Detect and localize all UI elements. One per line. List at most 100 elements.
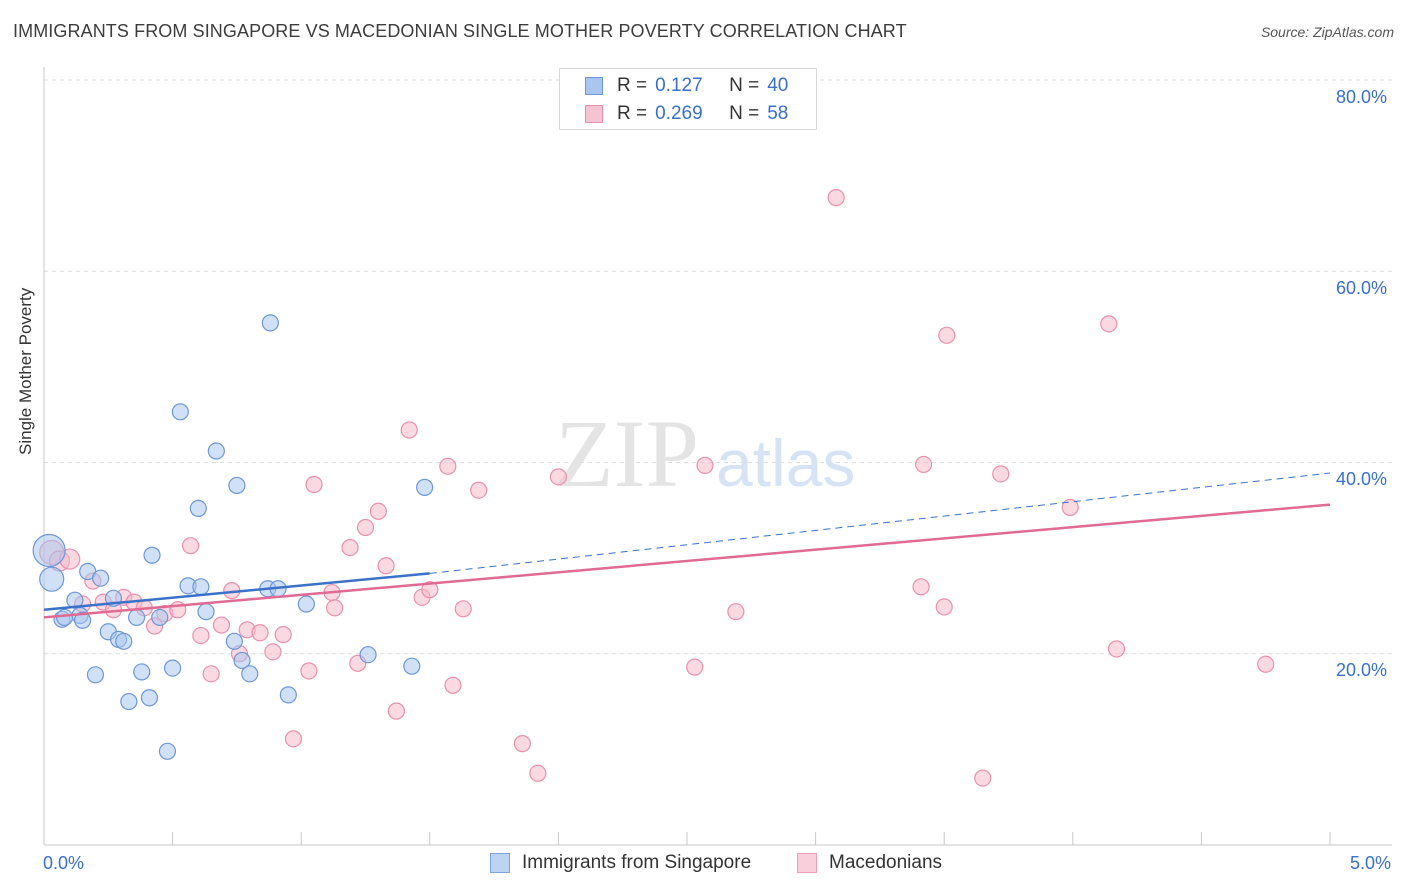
chart-title: IMMIGRANTS FROM SINGAPORE VS MACEDONIAN … [13,21,907,41]
macedonians-point [305,475,323,494]
singapore-point [228,476,246,495]
legend-r-label: R = [617,75,648,96]
macedonians-point [827,189,845,207]
macedonians-point [300,662,318,680]
legend-r-value: 0.269 [655,103,703,124]
macedonians-point [444,676,462,694]
macedonians-point [202,665,220,683]
macedonians-point [377,557,395,575]
macedonians-point [513,735,531,753]
legend-row-macedonians: R = 0.269 N = 58 [585,101,789,127]
macedonians-point [212,616,231,634]
singapore-point [359,646,377,664]
singapore-trend-extension [429,472,1331,574]
macedonians-point [696,456,714,474]
macedonians-point [369,502,387,520]
macedonians-point [387,702,405,720]
macedonians-point [182,537,200,555]
singapore-point [416,478,434,496]
legend-label-singapore: Immigrants from Singapore [522,852,752,873]
y-tick-label-80: 80.0% [1336,87,1388,107]
singapore-point [55,608,74,627]
singapore-point [39,566,65,592]
x-tick-label-min: 0.0% [43,853,85,873]
y-tick-label-20: 20.0% [1336,660,1388,680]
legend-r-label: R = [617,103,648,124]
singapore-point [32,533,66,568]
macedonians-point [251,624,269,642]
macedonians-point [421,581,439,599]
legend-item-macedonians: Macedonians [797,852,942,874]
singapore-point [233,651,251,670]
singapore-point [207,442,225,460]
watermark-atlas: atlas [716,426,855,500]
singapore-point [225,632,243,650]
singapore-point [171,403,189,421]
legend-label-macedonians: Macedonians [829,852,943,873]
trend-lines [43,472,1331,619]
macedonians-point [912,578,930,596]
macedonians-point [727,603,745,621]
singapore-point [86,666,105,684]
singapore-point [143,546,161,564]
macedonians-point [1257,655,1275,673]
singapore-point [127,608,146,627]
legend-r-value: 0.127 [655,75,703,96]
singapore-point [261,314,279,332]
legend-swatch-blue [490,853,510,873]
gridlines [44,79,1392,655]
singapore-point [197,603,215,621]
legend-swatch-pink [797,853,817,873]
singapore-point [91,569,110,587]
legend-swatch-blue [585,77,603,95]
singapore-point [189,499,207,517]
x-tick-label-max: 5.0% [1350,853,1392,873]
macedonians-point [284,730,303,748]
singapore-point [403,657,421,675]
singapore-point [140,689,159,707]
macedonians-point [915,455,933,474]
singapore-point [133,663,151,681]
singapore-points [32,314,434,760]
macedonians-point [549,468,568,486]
stats-legend: R = 0.127 N = 40 R = 0.269 N = 58 [559,68,817,130]
macedonians-point [356,518,375,537]
legend-n-value: 58 [767,103,789,124]
legend-n-label: N = [729,103,760,124]
macedonians-point [439,457,457,475]
legend-row-singapore: R = 0.127 N = 40 [585,73,789,99]
macedonians-point [341,539,359,557]
macedonians-point [1100,315,1118,333]
axes [43,67,1392,846]
macedonians-point [470,481,488,499]
singapore-point [164,659,182,677]
legend-n-label: N = [729,75,760,96]
macedonians-point [192,626,210,645]
singapore-point [158,742,177,760]
macedonians-point [264,643,282,661]
singapore-trend-line [43,572,430,612]
y-tick-label-60: 60.0% [1336,278,1388,298]
watermark-zip: ZIP [555,400,699,507]
singapore-point [73,611,92,629]
y-axis-label: Single Mother Poverty [16,287,35,455]
macedonians-point [274,626,292,644]
macedonians-point [529,764,547,782]
source-note: Source: ZipAtlas.com [1260,24,1394,40]
singapore-point [192,578,210,596]
legend-n-value: 40 [767,75,789,96]
series-legend: Immigrants from Singapore Macedonians [0,852,1406,878]
macedonians-point [935,598,953,616]
singapore-point [120,692,138,711]
macedonians-point [974,769,992,787]
macedonians-point [454,600,472,618]
singapore-point [66,591,84,609]
legend-item-singapore: Immigrants from Singapore [490,852,751,874]
singapore-point [297,595,315,613]
macedonians-point [326,599,344,617]
macedonians-point [400,421,418,439]
macedonians-trend-line [43,503,1331,619]
macedonians-point [1061,498,1079,517]
macedonians-point [938,326,956,344]
